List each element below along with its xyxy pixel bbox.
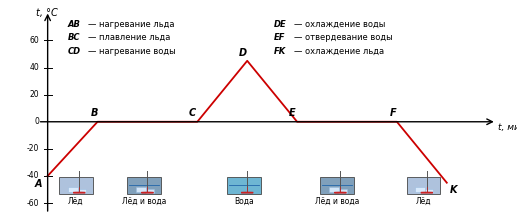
Bar [339, 189, 347, 193]
Circle shape [142, 192, 154, 193]
Circle shape [241, 192, 253, 193]
Text: — нагревание льда: — нагревание льда [87, 20, 174, 29]
Text: Лёд: Лёд [68, 197, 84, 206]
Circle shape [73, 192, 85, 193]
Bar [329, 187, 339, 192]
Text: t, мин: t, мин [498, 123, 517, 132]
Circle shape [421, 192, 433, 193]
Text: -60: -60 [27, 198, 39, 208]
Text: C: C [189, 108, 196, 118]
Bar [321, 177, 354, 194]
Bar [128, 177, 161, 194]
Text: 20: 20 [29, 90, 39, 99]
Text: 0: 0 [35, 117, 39, 126]
Text: — охлаждение воды: — охлаждение воды [294, 20, 385, 29]
Text: Вода: Вода [234, 197, 254, 206]
Text: — охлаждение льда: — охлаждение льда [294, 47, 384, 56]
Text: t, °C: t, °C [36, 8, 58, 18]
Text: Лёд и вода: Лёд и вода [122, 197, 166, 206]
Text: DE: DE [274, 20, 286, 29]
Text: — нагревание воды: — нагревание воды [87, 47, 175, 56]
Text: AB: AB [68, 20, 81, 29]
Text: Лёд: Лёд [416, 197, 431, 206]
Text: EF: EF [274, 33, 285, 42]
Bar [68, 187, 78, 192]
Bar [146, 189, 154, 193]
Bar [407, 177, 440, 194]
Text: FK: FK [274, 47, 286, 56]
Text: 60: 60 [29, 36, 39, 45]
Text: -40: -40 [27, 171, 39, 180]
Text: K: K [450, 185, 458, 195]
Bar [78, 189, 86, 193]
Circle shape [334, 192, 346, 193]
Text: A: A [34, 179, 42, 189]
Text: D: D [239, 48, 247, 58]
Bar [136, 187, 146, 192]
Text: B: B [90, 108, 98, 118]
Text: -20: -20 [27, 144, 39, 153]
Text: BC: BC [68, 33, 80, 42]
Text: CD: CD [68, 47, 81, 56]
Text: Лёд и вода: Лёд и вода [315, 197, 359, 206]
Text: F: F [390, 108, 396, 118]
Bar [415, 187, 425, 192]
Text: — плавление льда: — плавление льда [87, 33, 170, 42]
Text: 40: 40 [29, 63, 39, 72]
Text: E: E [289, 108, 295, 118]
Bar [59, 177, 93, 194]
Text: — отвердевание воды: — отвердевание воды [294, 33, 392, 42]
Bar [425, 189, 433, 193]
Bar [227, 177, 261, 194]
